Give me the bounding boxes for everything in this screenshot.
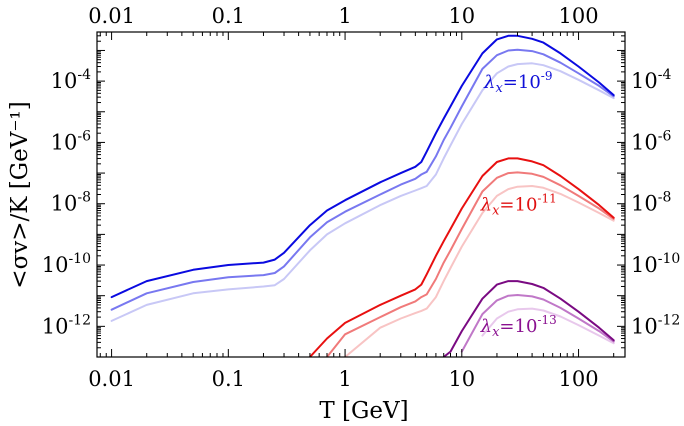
tick-base: 10 [631,253,658,277]
lambda-equals: =10 [499,195,537,216]
tick-base: 10 [631,130,658,154]
y-tick-label-left: 10-4 [51,67,91,93]
lambda-equals: =10 [503,72,541,93]
series-line-6 [344,185,615,357]
tick-exponent: -8 [77,190,91,206]
y-tick-label-left: 10-6 [51,128,91,154]
y-tick-label-right: 10-12 [631,312,680,338]
x-tick-label-top: 0.1 [212,4,245,28]
tick-base: 10 [51,130,78,154]
lambda-exponent: -13 [537,313,556,327]
tick-exponent: -12 [658,312,681,328]
tick-exponent: -10 [68,251,91,267]
series-line-7 [442,280,615,357]
lambda-symbol: λ [483,72,495,93]
tick-exponent: -6 [658,128,672,144]
tick-exponent: -4 [658,67,672,83]
tick-base: 10 [51,192,78,216]
tick-exponent: -8 [658,190,672,206]
series-line-3 [110,62,615,322]
y-tick-label-left: 10-12 [42,312,91,338]
tick-base: 10 [631,314,658,338]
lambda-subscript: x [492,325,500,340]
x-tick-label-top: 1 [338,4,351,28]
series-line-8 [460,294,615,353]
x-tick-label-top: 0.01 [88,4,135,28]
y-tick-label-right: 10-8 [631,190,671,216]
series-line-5 [326,171,615,357]
y-tick-label-right: 10-4 [631,67,671,93]
tick-base: 10 [42,253,69,277]
tick-base: 10 [631,69,658,93]
tick-exponent: -12 [68,312,91,328]
y-tick-label-right: 10-6 [631,128,671,154]
lambda-exponent: -9 [541,69,553,83]
lambda-equals: =10 [499,316,537,337]
series-line-2 [110,48,615,311]
tick-base: 10 [51,69,78,93]
lambda-symbol: λ [480,195,492,216]
y-tick-label-left: 10-8 [51,190,91,216]
x-tick-label-bottom: 1 [338,367,351,391]
tick-exponent: -4 [77,67,91,83]
y-tick-label-left: 10-10 [42,251,91,277]
x-tick-label-bottom: 0.01 [88,367,135,391]
y-tick-label-right: 10-10 [631,251,680,277]
x-tick-label-top: 100 [558,4,598,28]
tick-layer [97,31,625,358]
series-line-1 [110,34,615,299]
lambda-exponent: -11 [537,192,556,206]
lambda-label-1: λx=10-9 [483,69,552,96]
tick-base: 10 [42,314,69,338]
x-tick-label-bottom: 100 [558,367,598,391]
y-axis-title: <σv>/K [GeV⁻¹] [7,101,33,288]
tick-exponent: -10 [658,251,681,267]
x-tick-label-bottom: 10 [448,367,475,391]
series-layer [110,34,615,357]
x-tick-label-top: 10 [448,4,475,28]
lambda-subscript: x [492,204,500,219]
series-line-4 [308,157,615,357]
tick-base: 10 [631,192,658,216]
lambda-subscript: x [495,81,503,96]
lambda-label-3: λx=10-13 [480,313,557,340]
series-line-9 [481,307,615,345]
lambda-label-2: λx=10-11 [480,192,557,219]
x-tick-label-bottom: 0.1 [212,367,245,391]
tick-exponent: -6 [77,128,91,144]
lambda-symbol: λ [480,316,492,337]
x-axis-title: T [GeV] [319,398,408,424]
